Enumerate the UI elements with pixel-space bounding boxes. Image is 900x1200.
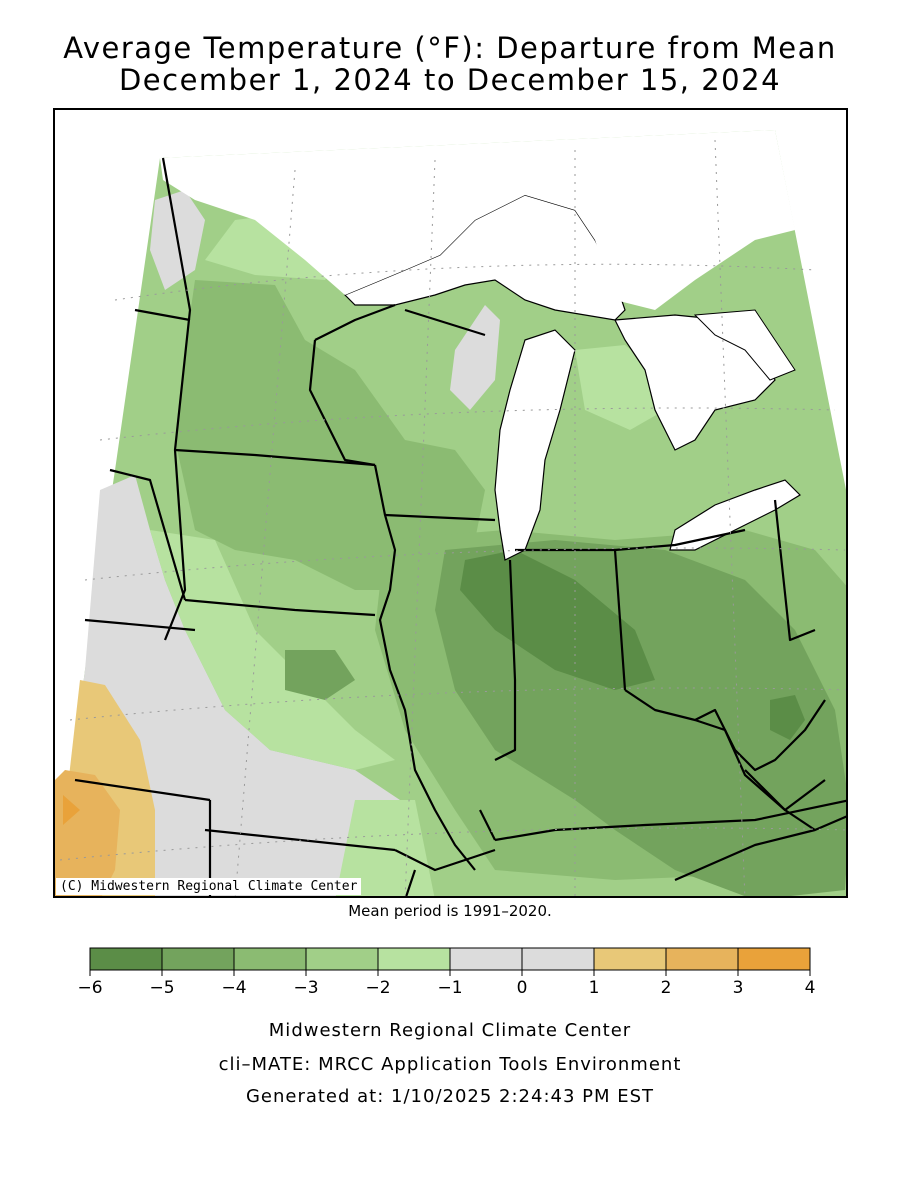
lake-ontario-region xyxy=(693,309,796,381)
legend-swatch xyxy=(233,947,307,971)
legend-swatch xyxy=(521,947,595,971)
legend-tick-label: −1 xyxy=(437,978,462,998)
legend-swatch xyxy=(665,947,739,971)
zone-warm-2-3 xyxy=(55,770,120,896)
legend-tick-label: 3 xyxy=(733,978,744,998)
legend-tick-label: 4 xyxy=(805,978,816,998)
temperature-departure-map xyxy=(53,108,848,898)
legend-tick-label: 2 xyxy=(661,978,672,998)
map-credit: (C) Midwestern Regional Climate Center xyxy=(56,878,362,895)
legend-tick-label: −4 xyxy=(221,978,246,998)
legend-tick-label: −2 xyxy=(365,978,390,998)
legend-swatch xyxy=(593,947,667,971)
map-date-range: December 1, 2024 to December 15, 2024 xyxy=(118,63,782,97)
zone-near-normal-wisconsin xyxy=(450,305,500,410)
footer-organization: Midwestern Regional Climate Center xyxy=(268,1020,632,1041)
state-boundaries xyxy=(74,157,846,896)
legend-swatch xyxy=(305,947,379,971)
zone-m4-m3-north xyxy=(175,280,485,590)
legend-swatch xyxy=(737,947,811,971)
map-canvas xyxy=(55,130,846,896)
footer-application: cli–MATE: MRCC Application Tools Environ… xyxy=(218,1054,682,1075)
mean-period-note: Mean period is 1991–2020. xyxy=(348,902,552,920)
legend-swatch xyxy=(377,947,451,971)
zone-m5-m4-west xyxy=(285,650,355,700)
legend-swatch xyxy=(89,947,163,971)
graticule xyxy=(59,139,846,896)
legend-tick-label: 1 xyxy=(589,978,600,998)
canada-north xyxy=(160,130,795,310)
zone-m2-m1-central xyxy=(150,530,395,770)
zone-warm-3-4 xyxy=(63,795,80,825)
legend-tick-label: 0 xyxy=(517,978,528,998)
map-title: Average Temperature (°F): Departure from… xyxy=(63,31,837,65)
legend-swatch xyxy=(449,947,523,971)
lake-erie xyxy=(669,479,801,551)
zone-m6-m5 xyxy=(460,550,655,690)
legend-tick-label: −5 xyxy=(149,978,174,998)
legend-swatch xyxy=(161,947,235,971)
color-legend: −6 −5 −4 −3 −2 −1 0 1 2 3 4 xyxy=(77,947,816,998)
footer-generated-time: Generated at: 1/10/2025 2:24:43 PM EST xyxy=(245,1086,655,1107)
legend-tick-label: −6 xyxy=(77,978,102,998)
legend-tick-label: −3 xyxy=(293,978,318,998)
zone-m6-m5-ohio xyxy=(770,695,805,740)
